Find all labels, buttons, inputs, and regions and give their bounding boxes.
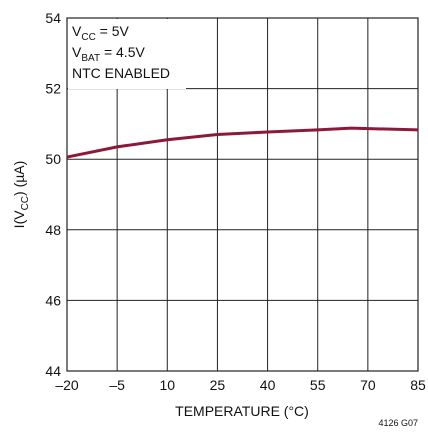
annotation: VCC = 5V [72,23,130,43]
annotation: VBAT = 4.5V [72,44,145,64]
annotation-main: NTC ENABLED [72,65,170,81]
x-tick-label: –5 [109,377,125,393]
annotation-main: V [72,23,82,39]
y-tick-label: 48 [45,222,61,238]
annotation-box [68,19,186,89]
x-axis-label: TEMPERATURE (°C) [175,403,309,419]
x-tick-label: 85 [410,377,426,393]
x-tick-label: 25 [210,377,226,393]
y-tick-label: 44 [45,363,61,379]
figure-id: 4126 G07 [378,418,418,428]
x-tick-label: 40 [260,377,276,393]
annotation-sub: CC [81,32,95,43]
y-axis-label-sub: CC [20,196,31,210]
y-tick-label: 50 [45,151,61,167]
y-axis-label-rest: ) (µA) [11,161,27,196]
annotation: NTC ENABLED [72,65,170,81]
x-tick-label: 10 [159,377,175,393]
annotation-sub: BAT [81,53,100,64]
plot-frame [66,17,419,372]
line [66,126,419,159]
y-tick-label: 54 [45,10,61,26]
annotation-rest: = 5V [96,23,130,39]
x-tick-label: 55 [310,377,326,393]
y-axis-label: I(VCC) (µA) [11,161,31,229]
x-tick-label: –20 [55,377,79,393]
y-tick-label: 46 [45,292,61,308]
x-tick-label: 70 [360,377,376,393]
y-axis-label-main: I(V [11,210,27,229]
y-tick-label: 52 [45,81,61,97]
annotation-rest: = 4.5V [100,44,145,60]
annotation-main: V [72,44,82,60]
